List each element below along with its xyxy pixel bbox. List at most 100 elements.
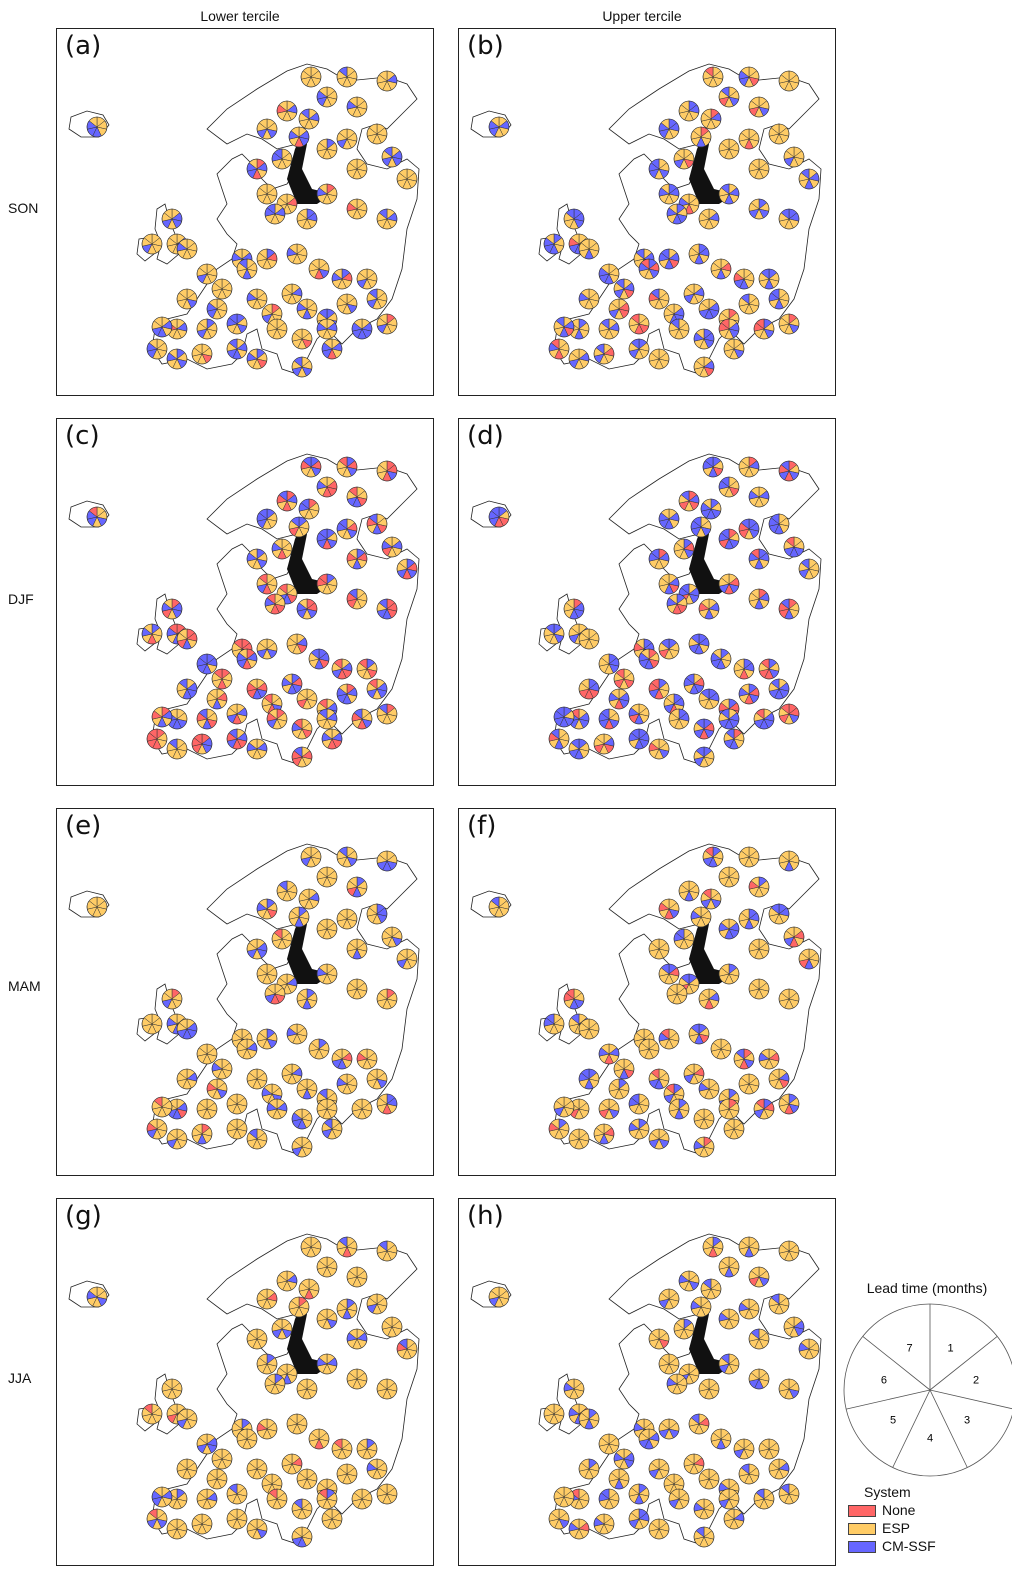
pie-outline [768,1458,790,1480]
panel-label: (d) [467,421,504,451]
pie-outline [376,70,398,92]
pie-outline [613,1058,635,1080]
pie-outline [288,906,310,928]
pie-outline [336,293,358,315]
pie-outline [300,846,322,868]
pie-outline [738,1073,760,1095]
pie-outline [316,1308,338,1330]
pie-outline [366,1458,388,1480]
pie-outline [688,1413,710,1435]
pie-outline [748,96,770,118]
pie-outline [783,536,805,558]
pie-outline [288,1296,310,1318]
europe-map [68,453,420,768]
pie-outline [488,506,510,528]
pie-outline [753,1098,775,1120]
pie-outline [738,846,760,868]
pie-outline [578,1018,600,1040]
pie-outline [176,628,198,650]
pie-outline [300,1236,322,1258]
pie-outline [316,476,338,498]
pie-outline [683,1453,705,1475]
pie-outline [593,1123,615,1145]
pie-outline [296,1468,318,1490]
pie-outline [176,1068,198,1090]
pie-outline [151,1486,173,1508]
europe-map [470,1233,822,1548]
baltic-sea [689,134,734,204]
pie-outline [748,158,770,180]
pie-outline [568,1128,590,1150]
pie-outline [206,1468,228,1490]
pie-outline [638,648,660,670]
pie-outline [346,1368,368,1390]
pie-outline [300,456,322,478]
pie-outline [191,1123,213,1145]
pie-outline [598,708,620,730]
pie-outline [331,268,353,290]
pie-outline [366,678,388,700]
pie-outline [578,678,600,700]
pie-outline [316,1098,338,1120]
lead-time-divider [892,1389,931,1468]
pie-outline [738,66,760,88]
pie-outline [702,846,724,868]
pie-outline [678,880,700,902]
pie-outline [798,558,820,580]
pie-outline [648,1328,670,1350]
lead-time-label: 4 [927,1432,933,1444]
pie-outline [296,298,318,320]
pie-outline [700,108,722,130]
pie-outline [718,1353,740,1375]
pie-outline [658,1353,680,1375]
pie-outline [236,648,258,670]
pie-outline [488,896,510,918]
pie-outline [286,633,308,655]
station-pies [488,846,820,1158]
pie-outline [281,673,303,695]
pie-outline [668,1488,690,1510]
pie-outline [748,1328,770,1350]
pie-outline [666,1373,688,1395]
pie-outline [196,318,218,340]
pie-outline [553,316,575,338]
pie-outline [658,1418,680,1440]
pie-outline [376,313,398,335]
pie-outline [346,1328,368,1350]
pie-outline [86,506,108,528]
station-pies [488,66,820,378]
pie-outline [366,1068,388,1090]
pie-outline [798,168,820,190]
pie-outline [376,208,398,230]
pie-outline [783,146,805,168]
pie-outline [356,658,378,680]
pie-outline [291,356,313,378]
pie-outline [768,1068,790,1090]
pie-outline [693,1136,715,1158]
pie-outline [598,263,620,285]
pie-outline [281,1453,303,1475]
pie-outline [256,118,278,140]
pie-outline [666,593,688,615]
station-pies [86,1236,418,1548]
pie-outline [316,1353,338,1375]
system-legend-none: None [848,1502,915,1518]
pie-outline [146,728,168,750]
pie-outline [748,1368,770,1390]
pie-outline [548,728,570,750]
pie-outline [256,963,278,985]
pie-outline [146,1118,168,1140]
pie-outline [256,1288,278,1310]
pie-outline [298,888,320,910]
europe-map [470,843,822,1158]
pie-outline [141,1013,163,1035]
pie-outline [748,548,770,570]
baltic-sea [287,914,332,984]
pie-outline [226,728,248,750]
pie-outline [690,1296,712,1318]
europe-map [470,63,822,378]
pie-outline [658,1288,680,1310]
pie-outline [336,908,358,930]
pie-outline [668,708,690,730]
pie-outline [296,988,318,1010]
